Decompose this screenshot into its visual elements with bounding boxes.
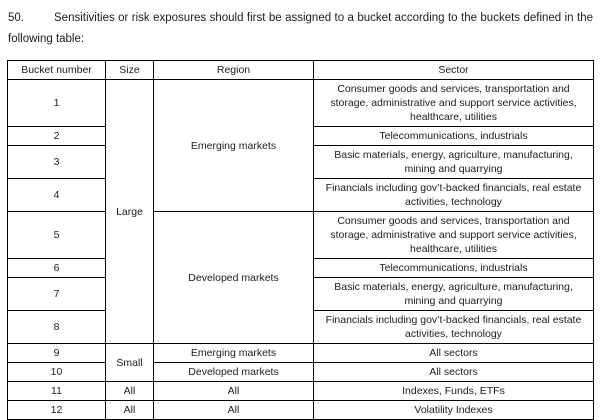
table-row: 1 Large Emerging markets Consumer goods … bbox=[7, 79, 594, 344]
bucket-cell: 11 bbox=[7, 381, 106, 401]
sector-cell: All sectors bbox=[313, 343, 594, 363]
paragraph-50: 50. Sensitivities or risk exposures shoul… bbox=[8, 8, 593, 50]
bucket-cell: 2 bbox=[7, 126, 106, 146]
sector-cell: Telecommunications, industrials bbox=[313, 126, 594, 146]
table-row: 11 All All Indexes, Funds, ETFs bbox=[7, 381, 594, 401]
sector-cell: All sectors bbox=[313, 362, 594, 382]
bucket-cell: 3 bbox=[7, 145, 106, 179]
size-cell: All bbox=[105, 400, 154, 420]
size-cell: All bbox=[105, 381, 154, 401]
paragraph-text: Sensitivities or risk exposures should f… bbox=[8, 12, 593, 45]
sector-cell: Consumer goods and services, transportat… bbox=[313, 211, 594, 259]
bucket-cell: 10 bbox=[7, 362, 106, 382]
paragraph-number: 50. bbox=[8, 12, 24, 24]
region-cell: Developed markets bbox=[153, 362, 314, 382]
size-cell: Small bbox=[105, 343, 154, 382]
region-cell: Emerging markets bbox=[153, 343, 314, 363]
table-row: 5 Developed markets Consumer goods and s… bbox=[7, 211, 594, 344]
sector-cell: Consumer goods and services, transportat… bbox=[313, 79, 594, 127]
region-cell: Emerging markets bbox=[153, 79, 314, 212]
table-row: 8 Financials including gov’t-backed fina… bbox=[7, 310, 594, 344]
sector-cell: Basic materials, energy, agriculture, ma… bbox=[313, 277, 594, 311]
header-region: Region bbox=[153, 60, 314, 80]
sector-cell: Indexes, Funds, ETFs bbox=[313, 381, 594, 401]
table-row: 7 Basic materials, energy, agriculture, … bbox=[7, 277, 594, 311]
bucket-table: Bucket number Size Region Sector 1 Large… bbox=[7, 60, 594, 420]
region-cell: Developed markets bbox=[153, 211, 314, 344]
bucket-cell: 4 bbox=[7, 178, 106, 212]
table-row: 12 All All Volatility Indexes bbox=[7, 400, 594, 420]
bucket-cell: 7 bbox=[7, 277, 106, 311]
bucket-cell: 6 bbox=[7, 258, 106, 278]
bucket-cell: 9 bbox=[7, 343, 106, 363]
sector-cell: Financials including gov’t-backed financ… bbox=[313, 178, 594, 212]
region-cell: All bbox=[153, 381, 314, 401]
bucket-cell: 8 bbox=[7, 310, 106, 344]
size-cell: Large bbox=[105, 79, 154, 344]
sector-cell: Telecommunications, industrials bbox=[313, 258, 594, 278]
bucket-cell: 12 bbox=[7, 400, 106, 420]
bucket-cell: 5 bbox=[7, 211, 106, 259]
table-row: 4 Financials including gov’t-backed fina… bbox=[7, 178, 594, 212]
sector-cell: Financials including gov’t-backed financ… bbox=[313, 310, 594, 344]
header-bucket-number: Bucket number bbox=[7, 60, 106, 80]
table-header-row: Bucket number Size Region Sector bbox=[7, 60, 594, 80]
bucket-cell: 1 bbox=[7, 79, 106, 127]
region-cell: All bbox=[153, 400, 314, 420]
header-sector: Sector bbox=[313, 60, 594, 80]
table-row: 6 Telecommunications, industrials bbox=[7, 258, 594, 278]
header-size: Size bbox=[105, 60, 154, 80]
sector-cell: Basic materials, energy, agriculture, ma… bbox=[313, 145, 594, 179]
sector-cell: Volatility Indexes bbox=[313, 400, 594, 420]
table-row: 9 Small Emerging markets All sectors bbox=[7, 343, 594, 382]
table-row: 10 Developed markets All sectors bbox=[7, 362, 594, 382]
